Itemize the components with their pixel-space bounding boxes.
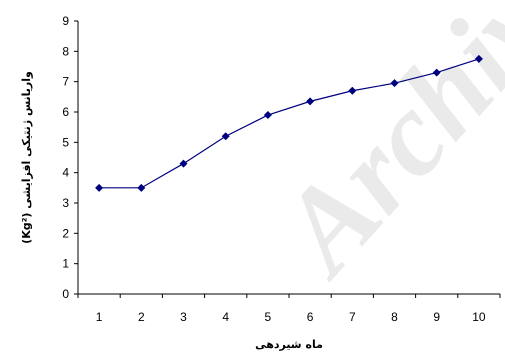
y-tick-label: 0 bbox=[62, 287, 69, 301]
x-tick-label: 4 bbox=[222, 310, 229, 324]
y-tick-label: 8 bbox=[62, 44, 69, 58]
data-point bbox=[137, 183, 146, 192]
data-point bbox=[95, 183, 104, 192]
y-tick-label: 9 bbox=[62, 14, 69, 28]
data-point bbox=[306, 97, 315, 106]
watermark-text: Archive bbox=[249, 0, 505, 300]
y-tick-label: 7 bbox=[62, 75, 69, 89]
x-tick-label: 8 bbox=[391, 310, 398, 324]
data-point bbox=[390, 79, 399, 88]
x-tick-label: 6 bbox=[307, 310, 314, 324]
series-layer bbox=[95, 54, 483, 192]
data-point bbox=[179, 159, 188, 168]
data-point bbox=[263, 111, 272, 120]
y-tick-label: 2 bbox=[62, 226, 69, 240]
x-ticks: 1 2 3 4 5 6 7 8 9 10 bbox=[77, 294, 501, 324]
y-tick-label: 3 bbox=[62, 196, 69, 210]
data-point bbox=[221, 132, 230, 141]
watermark: Archive bbox=[249, 0, 505, 300]
data-point bbox=[474, 54, 483, 63]
y-axis-title: واریانس ژنتیکی افزایشی (Kg²) bbox=[20, 71, 33, 244]
y-tick-label: 1 bbox=[62, 257, 69, 271]
y-tick-label: 6 bbox=[62, 105, 69, 119]
x-tick-label: 7 bbox=[349, 310, 356, 324]
x-tick-label: 5 bbox=[265, 310, 272, 324]
x-tick-label: 3 bbox=[180, 310, 187, 324]
y-tick-label: 4 bbox=[62, 166, 69, 180]
x-tick-label: 9 bbox=[433, 310, 440, 324]
y-ticks: 0 1 2 3 4 5 6 7 8 9 bbox=[62, 14, 78, 301]
x-axis-title: ماه شیردهی bbox=[255, 338, 323, 351]
x-tick-label: 1 bbox=[96, 310, 103, 324]
data-point bbox=[348, 86, 357, 95]
series-line bbox=[99, 58, 480, 189]
data-point bbox=[432, 68, 441, 77]
y-tick-label: 5 bbox=[62, 135, 69, 149]
x-tick-label: 10 bbox=[472, 310, 486, 324]
x-tick-label: 2 bbox=[138, 310, 145, 324]
